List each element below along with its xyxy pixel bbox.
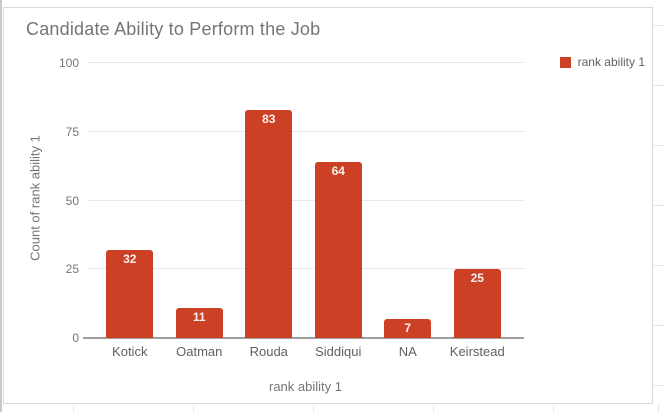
x-category-label: Kotick: [112, 344, 148, 359]
x-category-label: Siddiqui: [315, 344, 362, 359]
x-category-label: Keirstead: [449, 344, 505, 359]
bar-slot: 83: [234, 63, 304, 338]
bar[interactable]: 64: [314, 162, 362, 338]
bar-value-label: 25: [470, 271, 484, 286]
y-tick-label: 100: [58, 56, 79, 70]
spreadsheet-gridline: [654, 385, 665, 386]
spreadsheet-gridline: [654, 85, 665, 86]
spreadsheet-gridline: [654, 265, 665, 266]
x-axis-labels: Kotick Oatman Rouda Siddiqui NA Keirstead: [95, 344, 512, 359]
x-category-label: Rouda: [249, 344, 288, 359]
bar[interactable]: 25: [453, 269, 501, 338]
bar-value-label: 32: [123, 252, 137, 266]
bar-slot: 64: [304, 63, 374, 338]
spreadsheet-gridline: [553, 405, 554, 412]
bar-value-label: 83: [262, 111, 276, 126]
spreadsheet-gridline: [433, 405, 434, 412]
gridline: [87, 268, 524, 270]
bar[interactable]: 11: [175, 307, 223, 338]
bar-slot: 25: [443, 63, 513, 338]
y-tick-label: 75: [65, 124, 79, 139]
x-axis-title: rank ability 1: [269, 379, 342, 394]
spreadsheet-gridline: [193, 405, 194, 412]
y-tick-label: 50: [65, 193, 79, 208]
spreadsheet-gridline: [73, 405, 74, 412]
bar-slot: 32: [95, 63, 165, 338]
chart-title[interactable]: Candidate Ability to Perform the Job: [26, 19, 321, 39]
spreadsheet-gridline: [654, 325, 665, 326]
x-category-label: NA: [398, 344, 417, 359]
gridline: [87, 199, 524, 201]
bar-value-label: 64: [331, 164, 345, 178]
y-tick-label: 0: [72, 331, 79, 345]
bar[interactable]: 7: [384, 318, 432, 338]
plot-area: 32 11 83 64 7 25: [83, 62, 524, 339]
x-axis-baseline: [83, 337, 524, 339]
x-category-label: Oatman: [176, 344, 223, 359]
y-axis-title: Count of rank ability 1: [27, 135, 43, 261]
y-tick-label: 25: [65, 262, 79, 277]
gridline: [87, 130, 524, 132]
bar-slot: 11: [165, 63, 235, 338]
bar[interactable]: 83: [245, 109, 293, 338]
spreadsheet-gridline: [654, 145, 665, 146]
spreadsheet-gridline: [654, 205, 665, 206]
legend-item[interactable]: rank ability 1: [559, 55, 645, 69]
bar-value-label: 11: [192, 309, 206, 324]
spreadsheet-gridline: [658, 405, 659, 412]
bar-slot: 7: [373, 63, 443, 338]
legend-swatch-icon: [559, 56, 571, 68]
gridline: [87, 62, 524, 63]
bar-value-label: 7: [404, 320, 412, 335]
chart-card[interactable]: Candidate Ability to Perform the Job ran…: [3, 7, 653, 404]
bar[interactable]: 32: [106, 250, 154, 338]
legend-label: rank ability 1: [577, 55, 645, 69]
spreadsheet-gridline: [654, 25, 665, 26]
bars-row: 32 11 83 64 7 25: [95, 63, 512, 338]
spreadsheet-edge-strip: [0, 0, 2, 412]
spreadsheet-gridline: [313, 405, 314, 412]
